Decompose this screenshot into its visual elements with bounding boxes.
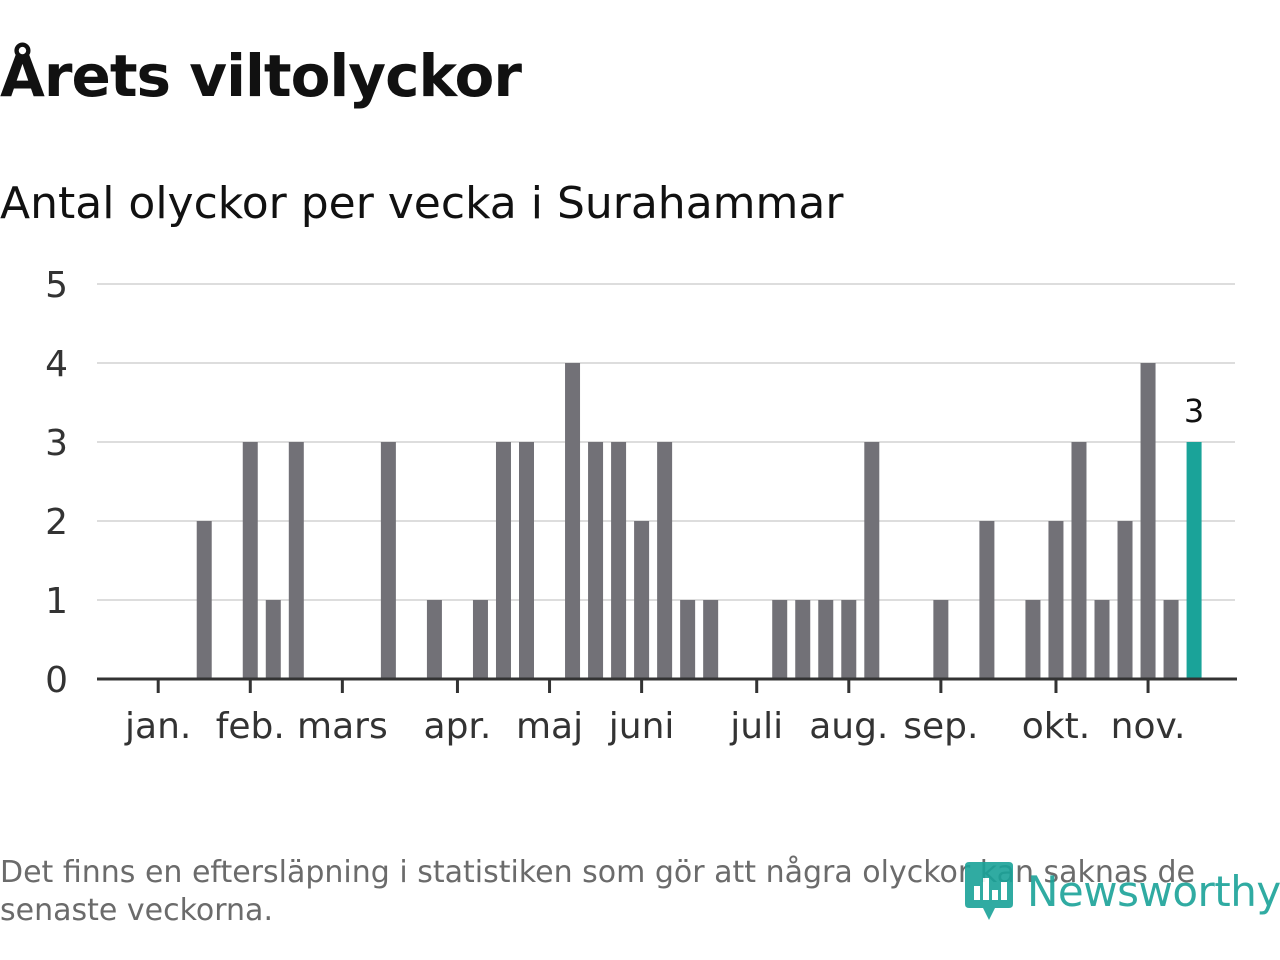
bar (1025, 600, 1041, 679)
x-axis-ticks: jan. feb. mars apr. maj juni juli aug. sep. okt. n… (124, 679, 1185, 747)
bar (818, 600, 834, 679)
bar (472, 600, 488, 679)
bar (795, 600, 811, 679)
bar-highlight (1186, 442, 1202, 679)
bar (1140, 363, 1156, 679)
x-tick-label: maj (516, 706, 583, 747)
bar (772, 600, 788, 679)
x-tick-label: jan. (124, 706, 191, 747)
bar (1163, 600, 1179, 679)
bar (495, 442, 511, 679)
bar (1094, 600, 1110, 679)
bar (841, 600, 857, 679)
bar (611, 442, 627, 679)
x-tick-label: mars (297, 706, 388, 747)
y-axis-ticks: 0 1 2 3 4 5 (45, 265, 68, 701)
x-tick-label: nov. (1111, 706, 1186, 747)
bar (426, 600, 442, 679)
newsworthy-logo-icon (965, 862, 1013, 920)
x-tick-label: okt. (1022, 706, 1090, 747)
y-tick-label: 5 (45, 265, 68, 306)
bar (380, 442, 396, 679)
x-tick-label: apr. (424, 706, 492, 747)
bar (1071, 442, 1087, 679)
bar (864, 442, 880, 679)
bar (1048, 521, 1064, 679)
y-tick-label: 0 (45, 660, 68, 701)
bar (1117, 521, 1133, 679)
bar-chart: 0 1 2 3 4 5 jan. feb. mars apr. maj juni juli aug. se… (45, 265, 1237, 747)
y-tick-label: 2 (45, 502, 68, 543)
y-tick-label: 4 (45, 344, 68, 385)
brand-logo: Newsworthy (963, 856, 1280, 926)
bars (196, 363, 1202, 679)
x-tick-label: juni (608, 706, 675, 747)
x-tick-label: feb. (216, 706, 285, 747)
bar (657, 442, 673, 679)
bar (196, 521, 212, 679)
y-tick-label: 3 (45, 423, 68, 464)
bar (680, 600, 696, 679)
y-tick-label: 1 (45, 581, 68, 622)
bar (933, 600, 949, 679)
bar (588, 442, 604, 679)
x-tick-label: juli (729, 706, 783, 747)
bar (979, 521, 995, 679)
chart-title: Årets viltolyckor (0, 42, 522, 110)
bar (565, 363, 581, 679)
x-tick-label: sep. (903, 706, 978, 747)
bar (703, 600, 719, 679)
bar (634, 521, 650, 679)
data-labels: 3 (1184, 392, 1204, 430)
bar (288, 442, 304, 679)
chart-subtitle: Antal olyckor per vecka i Surahammar (0, 178, 844, 229)
bar (519, 442, 534, 679)
bar (265, 600, 281, 679)
x-tick-label: aug. (809, 706, 888, 747)
data-label: 3 (1184, 392, 1204, 430)
bar (242, 442, 258, 679)
brand-name: Newsworthy (1027, 866, 1280, 916)
